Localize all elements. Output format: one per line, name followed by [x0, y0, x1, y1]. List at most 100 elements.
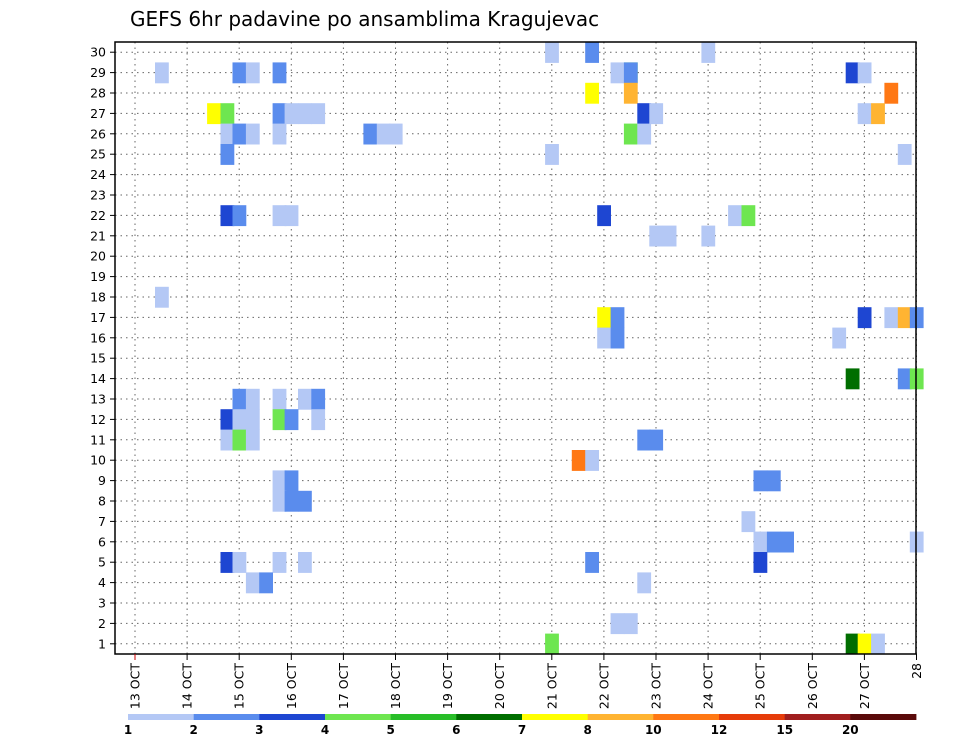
x-tick-label: 16 OCT [284, 663, 299, 709]
heatmap-cell [649, 103, 664, 125]
y-tick-label: 29 [90, 65, 106, 80]
heatmap-cell [298, 552, 312, 573]
heatmap-cell [311, 409, 326, 431]
x-axis: 13 OCT 14 OCT 15 OCT 16 OCT 17 OCT 18 OCT 19 O… [128, 654, 924, 709]
heatmap-cell [766, 531, 781, 553]
x-tick-label: 17 OCT [336, 663, 351, 709]
heatmap-cell [741, 205, 756, 227]
y-tick-label: 9 [98, 473, 106, 488]
heatmap-cell [597, 307, 611, 329]
colorbar-label: 15 [776, 723, 793, 737]
heatmap-cell [857, 62, 872, 84]
heatmap-cell [610, 613, 625, 635]
x-tick-label: 21 OCT [544, 663, 559, 709]
y-tick-label: 15 [90, 351, 106, 366]
heatmap-cell [585, 42, 599, 63]
heatmap-cell [284, 470, 299, 492]
y-tick-label: 23 [90, 188, 106, 203]
colorbar-label: 2 [190, 723, 198, 737]
y-tick-label: 8 [98, 494, 106, 509]
heatmap-cell [610, 62, 625, 84]
heatmap-cell [272, 205, 287, 227]
y-tick-label: 27 [90, 106, 106, 121]
chart-title: GEFS 6hr padavine po ansamblima Kragujev… [130, 7, 599, 31]
heatmap-cell [545, 633, 559, 655]
heatmap-cell [585, 450, 599, 471]
heatmap-cell [272, 123, 287, 145]
colorbar-label: 6 [452, 723, 460, 737]
colorbar-label: 12 [711, 723, 728, 737]
y-tick-label: 25 [90, 147, 106, 162]
colorbar-swatch [653, 714, 720, 720]
heatmap-cell [272, 552, 287, 573]
y-tick-label: 5 [98, 555, 106, 570]
x-tick-label: 28 [909, 663, 924, 679]
y-tick-label: 4 [98, 575, 106, 590]
heatmap-cell [232, 123, 247, 145]
y-tick-label: 24 [90, 167, 106, 182]
heatmap-cell [623, 123, 638, 145]
heatmap-cell [272, 103, 287, 125]
heatmap-cell [766, 470, 781, 492]
heatmap-cell [545, 42, 559, 63]
heatmap-cell [220, 552, 235, 573]
heatmap-cell [298, 388, 312, 410]
y-tick-label: 26 [90, 126, 106, 141]
y-tick-label: 10 [90, 453, 106, 468]
heatmap-cell [857, 307, 872, 329]
heatmap-cell [741, 511, 756, 533]
colorbar-label: 5 [387, 723, 395, 737]
heatmap-cell [284, 205, 299, 227]
heatmap-cell [623, 82, 638, 104]
heatmap-cell [780, 531, 794, 553]
y-tick-label: 16 [90, 330, 106, 345]
colorbar-swatch [193, 714, 260, 720]
heatmap-cell [245, 409, 260, 431]
y-tick-label: 28 [90, 86, 106, 101]
colorbar-swatch [522, 714, 589, 720]
y-tick-label: 2 [98, 616, 106, 631]
x-tick-label: 15 OCT [232, 663, 247, 709]
heatmap-cell [857, 103, 872, 125]
heatmap-cell [871, 103, 885, 125]
heatmap-cell [753, 552, 768, 573]
y-axis: 1234567891011121314151617181920212223242… [90, 45, 115, 651]
heatmap-cell [897, 144, 912, 165]
colorbar-label: 20 [842, 723, 859, 737]
heatmap-cell [897, 307, 912, 329]
y-tick-label: 21 [90, 228, 106, 243]
heatmap-cell [245, 429, 260, 451]
heatmap-cell [220, 103, 235, 125]
heatmap-cell [155, 62, 169, 84]
heatmap-cell [232, 429, 247, 451]
heatmap-cell [311, 388, 326, 410]
heatmap-cell [637, 572, 652, 594]
heatmap-cell [623, 62, 638, 84]
heatmap-cell [701, 42, 716, 63]
x-tick-label: 23 OCT [649, 663, 664, 709]
heatmap-cell [220, 205, 235, 227]
heatmap-cell [232, 62, 247, 84]
y-tick-label: 19 [90, 269, 106, 284]
heatmap-cell [649, 225, 664, 247]
colorbar-swatch [719, 714, 786, 720]
y-tick-label: 1 [98, 636, 106, 651]
y-tick-label: 18 [90, 290, 106, 305]
heatmap-cell [284, 103, 299, 125]
heatmap-cell [585, 552, 599, 573]
x-tick-label: 25 OCT [753, 663, 768, 709]
heatmap-cell [637, 103, 652, 125]
heatmap-cell [662, 225, 677, 247]
x-tick-label: 19 OCT [440, 663, 455, 709]
y-tick-label: 30 [90, 45, 106, 60]
heatmap-cell [220, 144, 235, 165]
heatmap-cell [753, 531, 768, 553]
y-tick-label: 7 [98, 514, 106, 529]
x-tick-label: 22 OCT [596, 663, 611, 709]
y-tick-label: 12 [90, 412, 106, 427]
heatmap-cell [597, 205, 611, 227]
x-tick-label: 14 OCT [180, 663, 195, 709]
heatmap-cell [388, 123, 403, 145]
colorbar-swatch [850, 714, 917, 720]
